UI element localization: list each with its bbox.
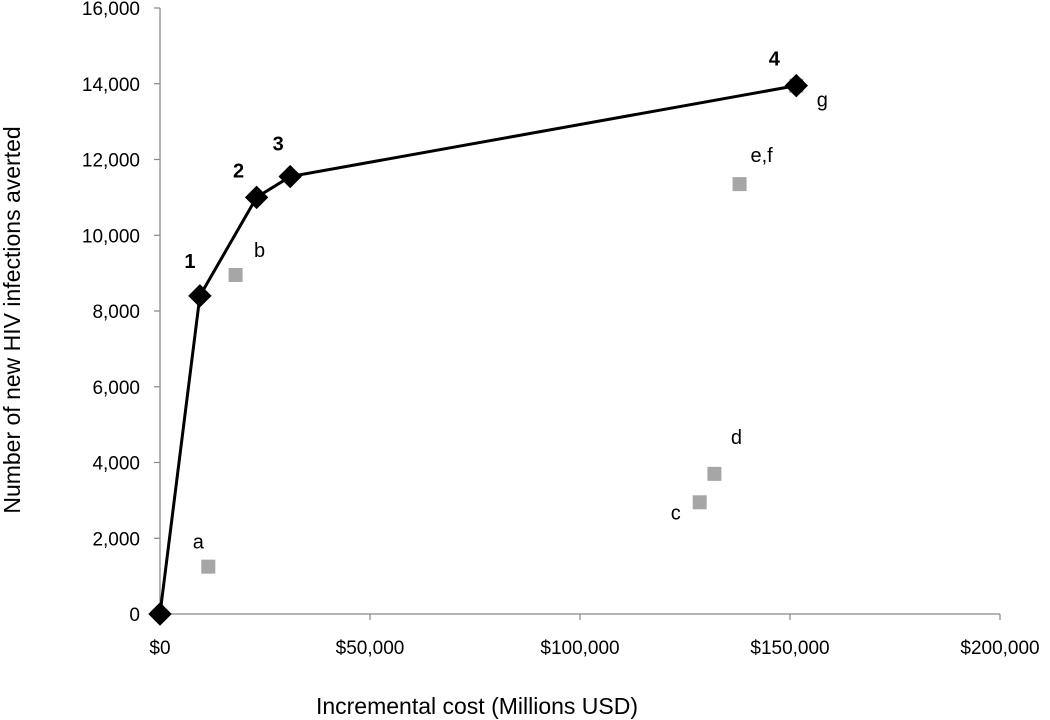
point-label: e,f: [750, 145, 773, 167]
y-tick-label: 2,000: [92, 529, 140, 550]
y-tick-label: 12,000: [82, 151, 140, 172]
markers: [148, 73, 809, 626]
y-tick-label: 10,000: [82, 226, 140, 247]
point-label: 3: [273, 134, 284, 156]
x-axis-title: Incremental cost (Millions USD): [316, 693, 638, 719]
point-label: g: [817, 90, 828, 112]
series-line: [158, 84, 797, 615]
y-tick-label: 14,000: [82, 75, 140, 96]
point-label: b: [254, 240, 265, 262]
y-axis-title: Number of new HIV infections averted: [0, 126, 25, 513]
frontier-line: [158, 84, 797, 615]
y-tick-label: 0: [129, 605, 140, 626]
diamond-marker: [784, 73, 809, 98]
point-label: 1: [184, 251, 195, 273]
diamond-marker: [244, 185, 269, 210]
y-tick-label: 6,000: [92, 378, 140, 399]
square-marker: [692, 495, 707, 510]
diamond-marker: [188, 284, 212, 308]
axes: 0 2,000 4,000 6,000 8,000 10,000 12,000 14,000 1…: [82, 0, 1040, 659]
point-label: 2: [233, 160, 244, 182]
square-marker: [707, 466, 722, 481]
x-tick-label: $200,000: [960, 638, 1039, 659]
square-marker: [732, 177, 747, 192]
x-tick-label: $100,000: [540, 638, 619, 659]
point-labels: a b c d e,f g 1 2 3 4: [184, 49, 828, 554]
diamond-marker: [148, 602, 172, 626]
point-label: a: [193, 532, 205, 554]
square-marker: [201, 559, 216, 574]
point-label: c: [671, 502, 681, 524]
square-marker: [228, 268, 243, 283]
diamond-marker: [278, 164, 302, 189]
y-tick-label: 16,000: [82, 0, 140, 20]
y-tick-label: 8,000: [92, 302, 140, 323]
y-tick-label: 4,000: [92, 454, 140, 475]
x-tick-label: $150,000: [750, 638, 829, 659]
x-tick-label: $50,000: [336, 638, 405, 659]
x-tick-label: $0: [149, 638, 170, 659]
point-label: 4: [769, 49, 781, 71]
point-label: d: [731, 427, 742, 449]
